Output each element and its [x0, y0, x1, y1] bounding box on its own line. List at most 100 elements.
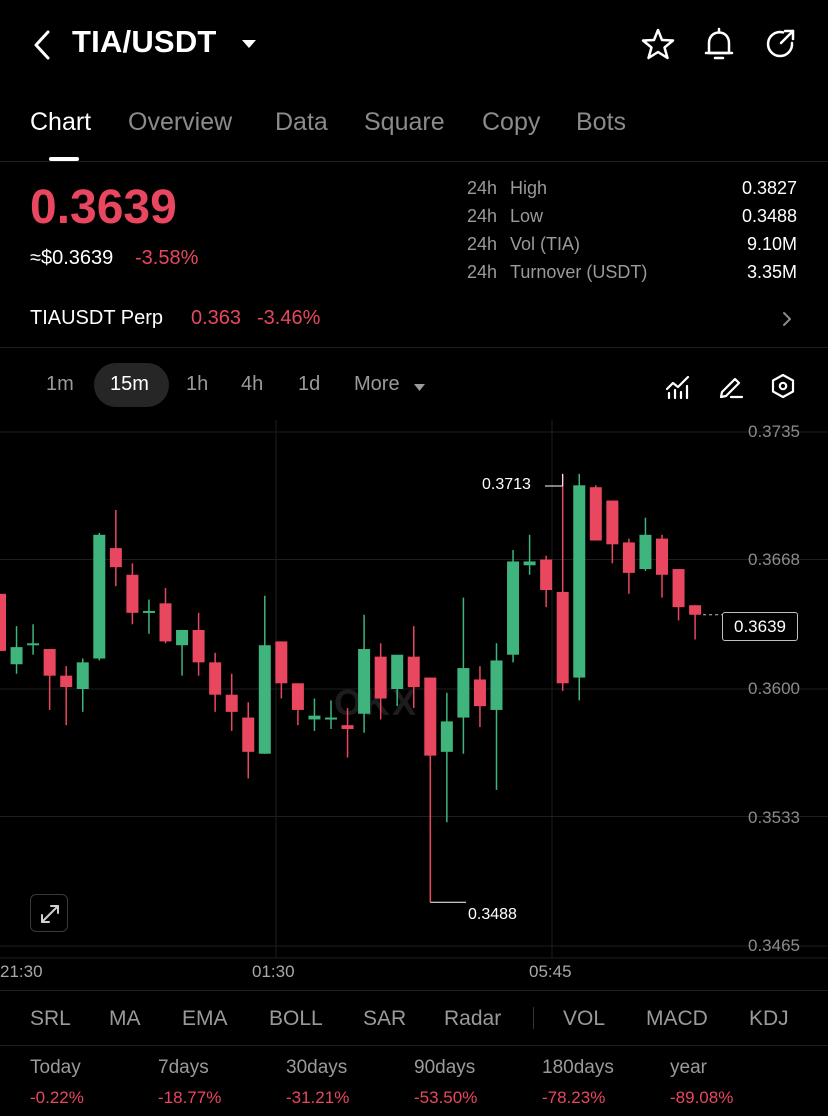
tab-square[interactable]: Square — [364, 108, 445, 136]
bell-icon[interactable] — [701, 26, 737, 62]
indicator-macd[interactable]: MACD — [646, 1007, 708, 1030]
top-bar: TIA/USDT — [0, 0, 828, 90]
indicator-vol[interactable]: VOL — [563, 1007, 606, 1030]
candle-body — [374, 656, 387, 699]
interval-15m[interactable]: 15m — [110, 373, 149, 395]
interval-1m[interactable]: 1m — [46, 373, 74, 395]
perf-label-30days: 30days — [286, 1057, 348, 1078]
candle-body — [523, 561, 536, 566]
y-axis-label: 0.3533 — [748, 808, 800, 827]
candle-body — [573, 485, 586, 678]
draw-pen-icon[interactable] — [717, 372, 745, 400]
candle-body — [440, 721, 453, 752]
stat-value-turnover: 3.35M — [746, 262, 797, 282]
candle-body — [639, 534, 652, 570]
perp-name: TIAUSDT Perp — [30, 307, 163, 329]
candle-body — [275, 641, 288, 684]
back-chevron-icon[interactable] — [28, 28, 58, 62]
stat-label-low: Low — [510, 206, 544, 226]
stat-period: 24h — [467, 262, 498, 282]
indicator-sar[interactable]: SAR — [363, 1007, 407, 1030]
interval-1h[interactable]: 1h — [186, 373, 209, 395]
interval-selector: 1m 15m 1h 4h 1d More — [0, 358, 828, 418]
interval-4h[interactable]: 4h — [241, 373, 264, 395]
usd-equivalent-price: ≈$0.3639 — [30, 247, 114, 269]
trading-pair-title[interactable]: TIA/USDT — [72, 24, 217, 59]
tab-copy[interactable]: Copy — [482, 108, 541, 136]
perf-value-year: -89.08% — [670, 1088, 734, 1107]
perp-price: 0.363 — [191, 307, 242, 329]
candlestick-chart[interactable]: OKX 0.3735 0.3668 0.3600 0.3533 0.3465 2… — [0, 420, 828, 990]
tab-bots[interactable]: Bots — [576, 108, 627, 136]
stat-period: 24h — [467, 206, 498, 226]
candle-body — [490, 660, 503, 710]
candle-body — [126, 574, 139, 613]
fullscreen-button[interactable] — [30, 894, 68, 932]
stat-period: 24h — [467, 178, 498, 198]
candle-body — [192, 629, 205, 663]
indicator-ema[interactable]: EMA — [182, 1007, 228, 1030]
star-icon[interactable] — [640, 26, 676, 62]
stat-label-high: High — [510, 178, 548, 198]
x-axis-label: 01:30 — [252, 962, 295, 981]
perf-value-180days: -78.23% — [542, 1088, 606, 1107]
candle-body — [10, 647, 23, 665]
indicator-chart-icon[interactable] — [664, 372, 692, 400]
perp-change: -3.46% — [257, 307, 321, 329]
settings-hexagon-icon[interactable] — [769, 372, 797, 400]
indicator-kdj[interactable]: KDJ — [749, 1007, 789, 1030]
interval-more[interactable]: More — [354, 373, 400, 395]
candle-body — [159, 603, 172, 642]
low-price-marker: 0.3488 — [468, 906, 517, 923]
candle-body — [507, 561, 520, 655]
candle-body — [308, 715, 321, 720]
share-icon[interactable] — [762, 26, 798, 62]
indicator-radar[interactable]: Radar — [444, 1007, 502, 1030]
last-price-tag: 0.3639 — [722, 612, 798, 641]
candle-body — [60, 675, 73, 688]
perf-label-180days: 180days — [542, 1057, 614, 1078]
stat-value-low: 0.3488 — [741, 206, 797, 226]
tab-overview[interactable]: Overview — [128, 108, 233, 136]
candle-body — [258, 645, 271, 754]
candle-body — [76, 662, 89, 689]
y-axis-label: 0.3735 — [748, 422, 800, 441]
perf-label-today: Today — [30, 1057, 81, 1078]
candle-body — [424, 677, 437, 756]
price-change-percent: -3.58% — [135, 247, 199, 269]
performance-row: Today -0.22% 7days -18.77% 30days -31.21… — [0, 1050, 828, 1116]
candle-body — [589, 487, 602, 541]
perf-value-90days: -53.50% — [414, 1088, 478, 1107]
candle-body — [341, 725, 354, 729]
section-tabs: Chart Overview Data Square Copy Bots — [0, 96, 828, 162]
x-axis-label: 05:45 — [529, 962, 572, 981]
caret-down-icon[interactable] — [238, 34, 260, 54]
candle-body — [457, 668, 470, 718]
high-price-marker: 0.3713 — [482, 476, 531, 493]
chart-canvas[interactable] — [0, 420, 828, 990]
tab-data[interactable]: Data — [275, 108, 328, 136]
perpetual-row[interactable]: TIAUSDT Perp 0.363 -3.46% — [0, 290, 828, 348]
stat-label-turnover: Turnover (USDT) — [510, 262, 648, 282]
perf-value-7days: -18.77% — [158, 1088, 222, 1107]
perf-label-90days: 90days — [414, 1057, 476, 1078]
y-axis-label: 0.3465 — [748, 936, 800, 955]
candle-body — [358, 649, 371, 714]
candle-body — [391, 654, 404, 689]
perf-value-today: -0.22% — [30, 1088, 84, 1107]
tab-chart[interactable]: Chart — [30, 108, 92, 136]
candle-body — [109, 548, 122, 568]
active-tab-indicator — [49, 157, 79, 161]
indicator-ma[interactable]: MA — [109, 1007, 141, 1030]
candle-body — [0, 593, 6, 651]
indicator-srl[interactable]: SRL — [30, 1007, 71, 1030]
stat-period: 24h — [467, 234, 498, 254]
candle-body — [209, 662, 222, 695]
stat-value-high: 0.3827 — [741, 178, 797, 198]
indicator-bar: SRL MA EMA BOLL SAR Radar VOL MACD KDJ — [0, 990, 828, 1046]
last-price: 0.3639 — [30, 181, 177, 234]
candle-body — [473, 679, 486, 707]
candle-body — [43, 649, 56, 676]
indicator-boll[interactable]: BOLL — [269, 1007, 323, 1030]
interval-1d[interactable]: 1d — [298, 373, 321, 395]
